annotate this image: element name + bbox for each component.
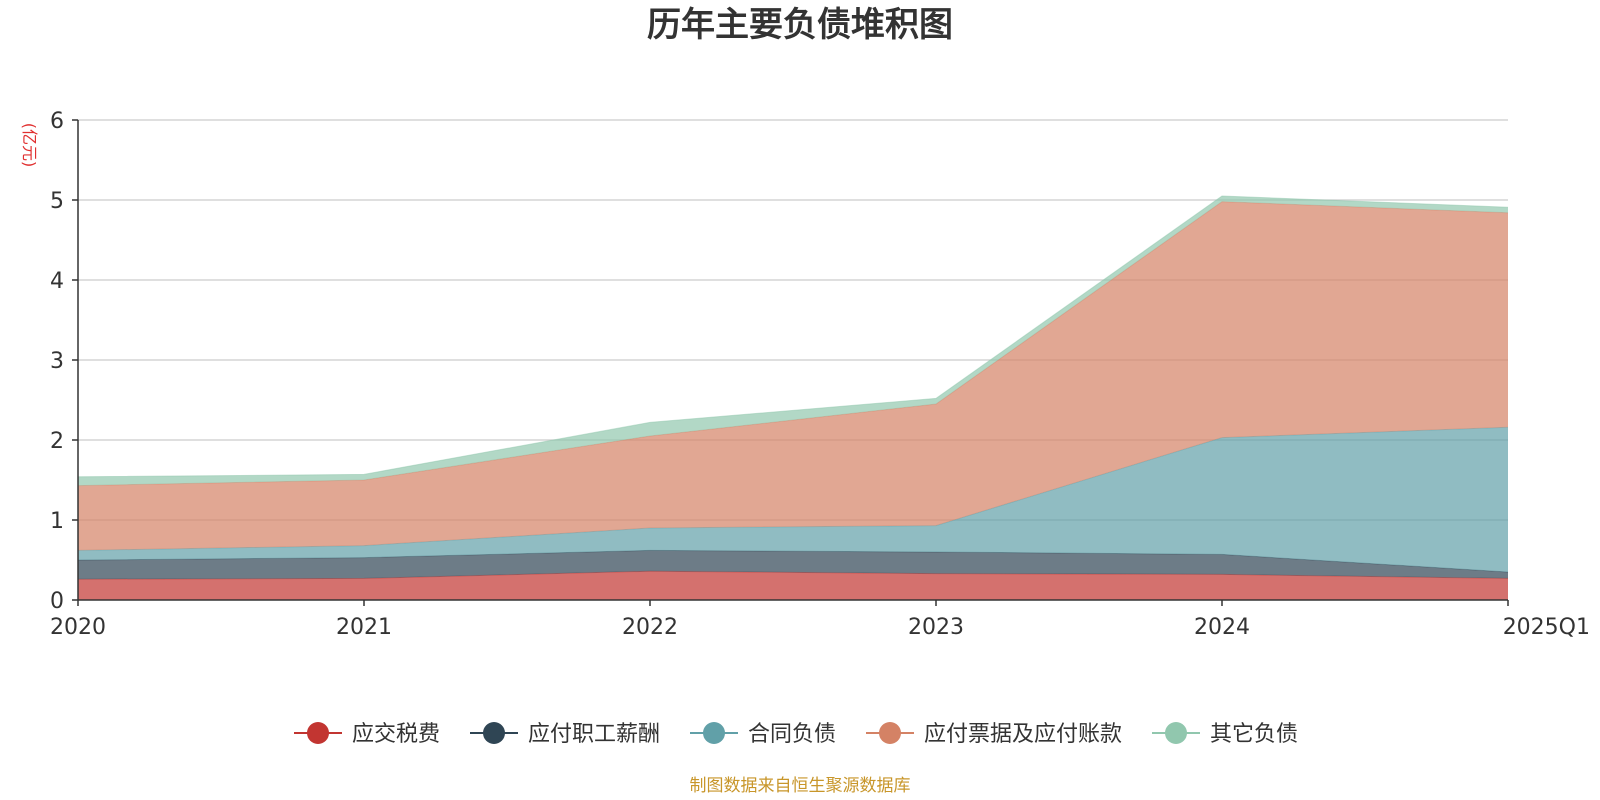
- legend-label-1: 应付职工薪酬: [528, 722, 660, 747]
- area-series-0[interactable]: [78, 571, 1508, 600]
- legend: 应交税费 应付职工薪酬 合同负债 应付票据及应付账款 其它负债: [294, 722, 1298, 747]
- legend-label-2: 合同负债: [748, 722, 836, 747]
- y-tick-label-1: 1: [50, 509, 64, 534]
- y-tick-label-6: 6: [50, 109, 64, 134]
- x-tick-label-3: 2023: [908, 615, 964, 640]
- y-axis-unit: (亿元): [20, 123, 39, 168]
- y-tick-label-3: 3: [50, 349, 64, 374]
- area-series-2[interactable]: [78, 427, 1508, 572]
- legend-item-4[interactable]: 其它负债: [1152, 722, 1298, 747]
- y-tick-label-4: 4: [50, 269, 64, 294]
- legend-label-0: 应交税费: [352, 722, 440, 747]
- area-series-3[interactable]: [78, 201, 1508, 551]
- x-tick-label-4: 2024: [1194, 615, 1250, 640]
- y-tick-label-5: 5: [50, 189, 64, 214]
- legend-marker-2: [703, 722, 725, 744]
- x-axis-ticks: 2020 2021 2022 2023 2024 2025Q1: [50, 600, 1590, 640]
- legend-marker-3: [879, 722, 901, 744]
- x-tick-label-2: 2022: [622, 615, 678, 640]
- y-tick-label-0: 0: [50, 589, 64, 614]
- chart-title: 历年主要负债堆积图: [647, 5, 953, 45]
- legend-label-4: 其它负债: [1210, 722, 1298, 747]
- y-axis-ticks: 0 1 2 3 4 5 6: [50, 109, 78, 614]
- legend-item-3[interactable]: 应付票据及应付账款: [866, 722, 1122, 747]
- legend-item-0[interactable]: 应交税费: [294, 722, 440, 747]
- source-note: 制图数据来自恒生聚源数据库: [690, 776, 911, 796]
- legend-marker-1: [483, 722, 505, 744]
- legend-marker-4: [1165, 722, 1187, 744]
- y-tick-label-2: 2: [50, 429, 64, 454]
- x-tick-label-0: 2020: [50, 615, 106, 640]
- area-series-1[interactable]: [78, 550, 1508, 580]
- x-tick-label-5: 2025Q1: [1503, 615, 1590, 640]
- legend-item-1[interactable]: 应付职工薪酬: [470, 722, 660, 747]
- area-series-edge-4: [77, 195, 1509, 478]
- legend-label-3: 应付票据及应付账款: [924, 722, 1122, 747]
- legend-marker-0: [307, 722, 329, 744]
- x-tick-label-1: 2021: [336, 615, 392, 640]
- legend-item-2[interactable]: 合同负债: [690, 722, 836, 747]
- area-series: [77, 195, 1509, 600]
